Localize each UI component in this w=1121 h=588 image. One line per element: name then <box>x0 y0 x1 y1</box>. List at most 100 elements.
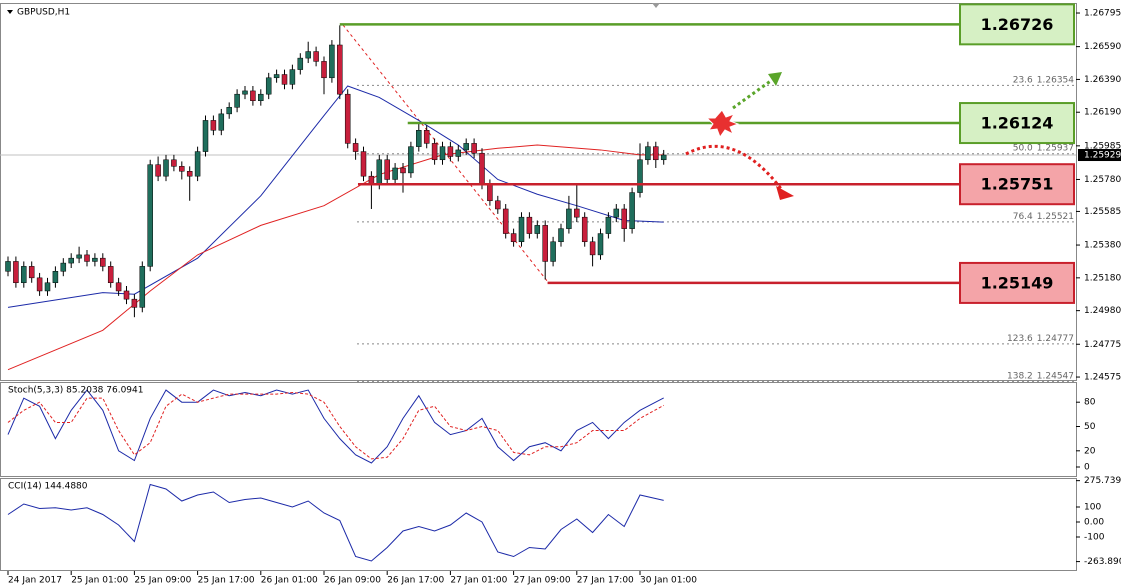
moving-average <box>7 85 664 308</box>
time-label: 30 Jan 01:00 <box>640 576 697 586</box>
candle-body <box>605 216 612 234</box>
candle-body <box>273 74 280 79</box>
main-panel-frame <box>0 3 1077 381</box>
y-tick-label: 1.25380 <box>1084 241 1121 251</box>
time-label: 25 Jan 01:00 <box>71 576 128 586</box>
annotations <box>685 72 794 200</box>
candle-body <box>171 159 177 167</box>
candle-body <box>107 266 114 284</box>
y-tick-label: 1.26590 <box>1084 42 1121 52</box>
candle-body <box>463 143 469 151</box>
candle-body <box>360 151 367 177</box>
candle-body <box>210 120 217 131</box>
candle-body <box>392 167 398 180</box>
candle-body <box>352 143 359 152</box>
candle-body <box>226 107 232 115</box>
candle-body <box>131 298 138 308</box>
candle-body <box>313 51 319 62</box>
candle-body <box>431 143 438 161</box>
fib-trend-line <box>342 24 549 283</box>
candle-body <box>5 261 11 272</box>
candle-body <box>629 192 635 229</box>
y-tick-label: 50 <box>1084 422 1096 432</box>
candle-body <box>558 228 564 243</box>
candle-body <box>566 208 572 229</box>
y-tick-label: 1.24575 <box>1084 373 1121 383</box>
candle-body <box>289 69 296 85</box>
level-box <box>959 261 1075 304</box>
bid-price-box <box>1078 149 1121 162</box>
y-tick-label: 1.26390 <box>1084 75 1121 85</box>
y-tick-label: 1.25985 <box>1084 141 1121 151</box>
y-tick-label: -263.8909 <box>1084 557 1121 567</box>
y-tick-label: 20 <box>1084 446 1096 456</box>
level-label: 1.25149 <box>981 273 1054 292</box>
candle-body <box>194 151 201 177</box>
symbol-title: GBPUSD,H1 <box>17 8 70 18</box>
candle-body <box>250 90 256 101</box>
candle-body <box>329 44 335 79</box>
candle-body <box>147 164 153 267</box>
fib-label: 138.2 1.24547 <box>1007 371 1074 381</box>
candle-body <box>100 257 106 267</box>
candle-body <box>447 146 454 157</box>
fib-ratio: 123.6 <box>1007 333 1033 343</box>
candle-body <box>242 90 248 95</box>
time-label: 25 Jan 09:00 <box>134 576 191 586</box>
indicator-line <box>7 391 664 460</box>
fib-label: 50.0 1.25937 <box>1013 143 1074 153</box>
fib-price: 1.25937 <box>1037 143 1074 153</box>
y-tick-label: 1.26190 <box>1084 108 1121 118</box>
fib-price: 1.25521 <box>1037 211 1074 221</box>
candle-body <box>589 241 596 256</box>
down-arrow-head <box>776 186 794 200</box>
time-label: 26 Jan 01:00 <box>261 576 318 586</box>
candle-body <box>123 290 130 300</box>
candle-body <box>416 130 422 147</box>
breakout-burst <box>705 109 740 139</box>
candle-body <box>13 261 19 284</box>
level-box <box>959 3 1075 46</box>
candle-body <box>84 254 90 262</box>
time-label: 27 Jan 09:00 <box>514 576 571 586</box>
y-tick-label: 0.00 <box>1084 518 1104 528</box>
candle-body <box>44 282 51 292</box>
level-label: 1.26726 <box>981 15 1054 34</box>
candle-body <box>518 216 525 243</box>
candle-body <box>155 164 161 177</box>
candle-body <box>258 93 264 101</box>
candle-body <box>92 257 98 262</box>
candle-body <box>613 208 620 218</box>
indicator-title: CCI(14) 144.4880 <box>8 482 88 492</box>
y-tick-label: 1.24775 <box>1084 340 1121 350</box>
candle-body <box>179 166 185 172</box>
time-label: 27 Jan 01:00 <box>450 576 507 586</box>
candle-body <box>115 282 122 292</box>
candle-body <box>297 57 304 70</box>
candle-body <box>52 271 59 284</box>
y-tick-label: 1.25780 <box>1084 175 1121 185</box>
candle-body <box>21 266 27 284</box>
candle-body <box>542 225 548 262</box>
y-tick-label: 1.24980 <box>1084 306 1121 316</box>
candle-body <box>68 257 74 264</box>
down-arrow <box>685 144 784 191</box>
candle-body <box>265 77 272 95</box>
candle-body <box>495 200 501 210</box>
y-tick-label: 275.7399 <box>1084 476 1121 486</box>
shift-marker <box>652 3 660 8</box>
time-label: 26 Jan 09:00 <box>324 576 381 586</box>
candle-body <box>321 61 327 79</box>
candle-body <box>550 241 556 262</box>
y-tick-label: 1.25180 <box>1084 273 1121 283</box>
candle-body <box>163 159 169 177</box>
fib-price: 1.24547 <box>1037 371 1074 381</box>
candle-body <box>653 146 659 161</box>
stoch-panel-frame <box>0 382 1077 477</box>
candle-body <box>423 130 430 144</box>
candle-body <box>502 208 509 234</box>
indicator-line <box>7 483 664 562</box>
candle-body <box>660 154 667 161</box>
candle-body <box>186 171 193 177</box>
